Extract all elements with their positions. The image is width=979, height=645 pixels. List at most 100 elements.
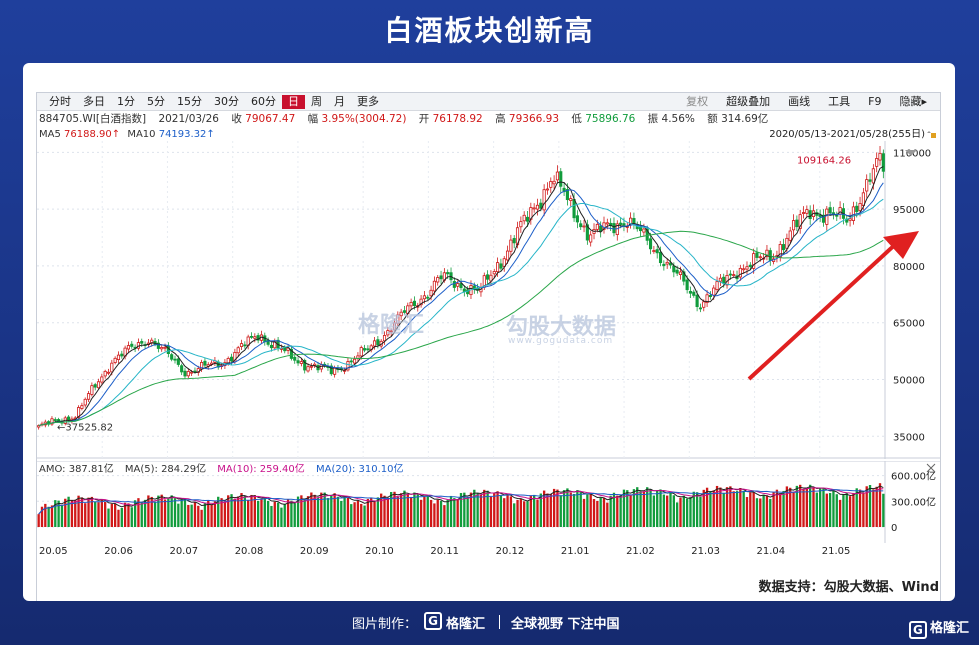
period-tab-2[interactable]: 1分 xyxy=(117,95,135,108)
candle-body-119 xyxy=(432,280,436,292)
volume-bar-151 xyxy=(539,493,542,527)
volume-bar-114 xyxy=(416,493,419,527)
period-tabs: 分时 多日 1分 5分 15分 30分 60分日周月更多 xyxy=(43,95,385,109)
candle-body-125 xyxy=(452,281,456,288)
volume-bar-194 xyxy=(682,495,685,527)
candle-body-202 xyxy=(708,294,712,298)
volume-bar-82 xyxy=(310,492,313,527)
period-tab-10[interactable]: 更多 xyxy=(357,95,379,108)
volume-bar-227 xyxy=(792,492,795,527)
volume-bar-60 xyxy=(237,496,240,527)
period-tab-5[interactable]: 30分 xyxy=(214,95,239,108)
volume-bar-93 xyxy=(346,497,350,527)
volume-bar-208 xyxy=(729,486,732,527)
candle-body-77 xyxy=(293,356,297,361)
toolbar-action-4[interactable]: F9 xyxy=(868,95,882,108)
candle-body-150 xyxy=(535,204,540,210)
volume-bar-204 xyxy=(715,485,719,527)
volume-bar-143 xyxy=(513,503,516,527)
vol-tick-label-1: 300.00亿 xyxy=(891,495,936,508)
volume-bar-196 xyxy=(689,497,692,527)
candle-body-252 xyxy=(875,158,879,167)
volume-bar-170 xyxy=(602,498,606,527)
candle-body-120 xyxy=(436,277,440,283)
date-range[interactable]: 2020/05/13-2021/05/28(255日) xyxy=(769,129,925,140)
volume-bar-16 xyxy=(90,496,94,527)
candle-body-64 xyxy=(249,335,254,338)
toolbar-action-3[interactable]: 工具 xyxy=(828,95,851,108)
candle-body-128 xyxy=(462,288,466,292)
volume-chart: 600.00亿 300.00亿 0 xyxy=(37,461,941,543)
volume-bar-169 xyxy=(599,497,602,527)
candle-body-58 xyxy=(229,356,234,362)
volume-bar-175 xyxy=(619,494,622,527)
period-tab-4[interactable]: 15分 xyxy=(177,95,202,108)
volume-bar-228 xyxy=(795,485,799,527)
volume-bar-129 xyxy=(466,497,469,527)
slogan: 全球视野 下注中国 xyxy=(511,617,620,632)
volume-bar-119 xyxy=(433,503,436,527)
volume-bar-30 xyxy=(137,498,140,527)
period-tab-8[interactable]: 周 xyxy=(311,95,322,108)
ma10-value: 74193.32↑ xyxy=(158,129,215,140)
period-tab-3[interactable]: 5分 xyxy=(147,95,165,108)
volume-bar-198 xyxy=(695,492,699,527)
volume-bar-18 xyxy=(97,502,100,527)
volume-bar-3 xyxy=(47,506,50,527)
toolbar-action-1[interactable]: 超级叠加 xyxy=(726,95,771,108)
candle-body-66 xyxy=(256,335,260,341)
volume-bar-161 xyxy=(572,493,576,527)
candle-body-18 xyxy=(96,381,101,389)
volume-bar-173 xyxy=(612,492,616,527)
corner-logo-icon: G xyxy=(908,621,927,639)
volume-bar-13 xyxy=(80,497,84,527)
candle-body-193 xyxy=(678,271,683,276)
volume-bar-201 xyxy=(705,487,709,527)
candle-body-71 xyxy=(273,340,277,349)
volume-bar-229 xyxy=(799,484,802,527)
volume-bar-248 xyxy=(862,492,865,527)
toolbar-action-0[interactable]: 复权 xyxy=(686,95,709,108)
volume-bar-220 xyxy=(769,498,772,527)
candle-body-61 xyxy=(239,343,244,347)
volume-bar-133 xyxy=(479,494,483,527)
vol-tick-label-2: 0 xyxy=(891,523,897,534)
volume-bar-195 xyxy=(685,498,689,527)
candle-body-102 xyxy=(376,339,380,346)
volume-bar-118 xyxy=(429,499,433,527)
candle-body-155 xyxy=(552,180,556,185)
volume-bar-90 xyxy=(336,496,340,527)
period-tab-1[interactable]: 多日 xyxy=(83,95,105,108)
volume-bar-160 xyxy=(569,492,572,527)
candle-body-79 xyxy=(299,361,303,364)
volume-bar-127 xyxy=(459,493,463,527)
period-tab-7[interactable]: 日 xyxy=(282,95,305,109)
index-code: 884705.WI[白酒指数] xyxy=(39,113,147,125)
volume-bar-98 xyxy=(363,505,366,527)
lock-icon[interactable] xyxy=(926,129,936,139)
volume-bar-12 xyxy=(77,495,80,527)
period-tab-9[interactable]: 月 xyxy=(334,95,345,108)
volume-bar-125 xyxy=(453,498,456,527)
candle-body-175 xyxy=(619,222,623,225)
candle-body-147 xyxy=(525,216,530,222)
volume-bar-200 xyxy=(702,489,705,527)
volume-bar-77 xyxy=(293,503,296,527)
volume-bar-181 xyxy=(639,491,642,527)
toolbar-action-2[interactable]: 画线 xyxy=(788,95,811,108)
period-tab-6[interactable]: 60分 xyxy=(251,95,276,108)
candle-body-60 xyxy=(236,347,240,354)
volume-bar-94 xyxy=(350,504,353,527)
toolbar-action-5[interactable]: 隐藏▸ xyxy=(899,95,927,108)
volume-bar-186 xyxy=(656,490,659,527)
volume-bar-164 xyxy=(582,498,586,527)
candle-body-31 xyxy=(140,341,144,344)
volume-bar-28 xyxy=(130,507,133,527)
candle-body-40 xyxy=(170,354,174,360)
volume-bar-101 xyxy=(373,501,376,527)
volume-bar-100 xyxy=(370,497,373,527)
volume-legend: AMO: 387.81亿 MA(5): 284.29亿 MA(10): 259.… xyxy=(39,463,412,476)
period-tab-0[interactable]: 分时 xyxy=(49,95,71,108)
candle-body-101 xyxy=(372,340,377,347)
footer-divider xyxy=(499,615,500,629)
